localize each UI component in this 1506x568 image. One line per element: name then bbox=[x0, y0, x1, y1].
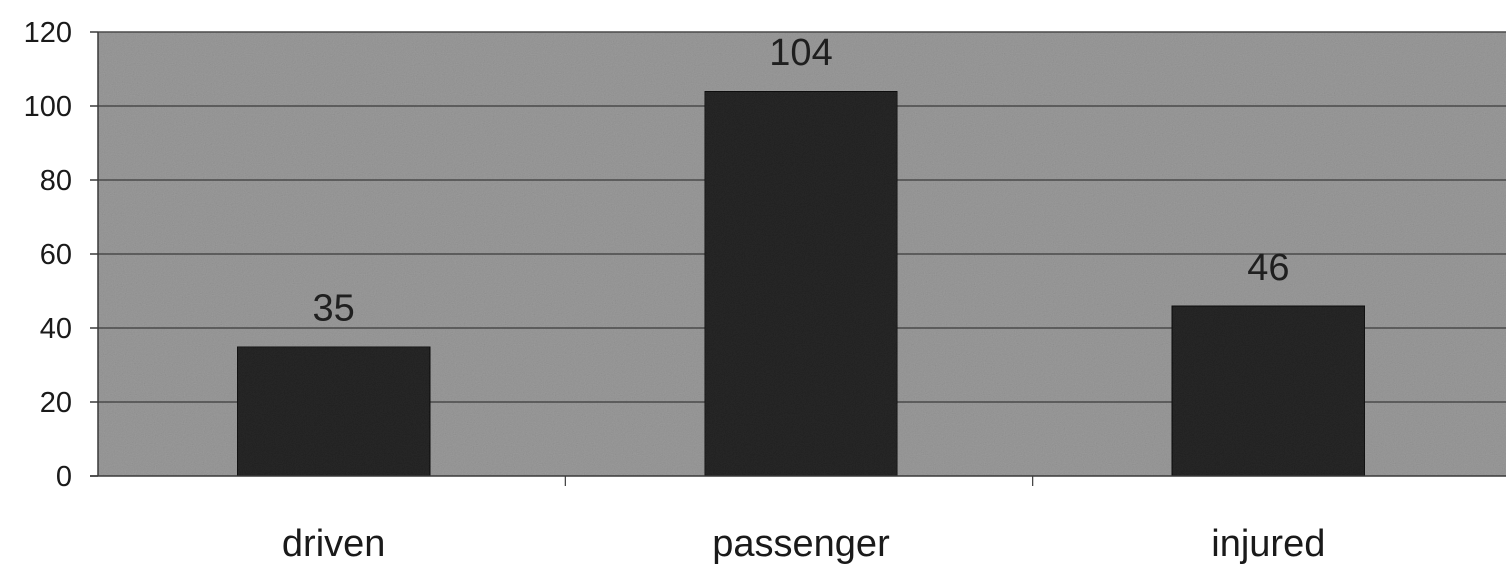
data-label-passenger: 104 bbox=[769, 32, 832, 74]
data-label-driven: 35 bbox=[313, 288, 355, 330]
y-tick-label-60: 60 bbox=[40, 239, 72, 271]
category-label-injured: injured bbox=[1211, 523, 1325, 565]
y-tick-label-120: 120 bbox=[24, 17, 72, 49]
y-tick-label-100: 100 bbox=[24, 91, 72, 123]
data-label-injured: 46 bbox=[1247, 247, 1289, 289]
labels: 0 20 40 60 80 100 120 35 driven 104 passenger 46 inj… bbox=[24, 17, 1326, 565]
axes bbox=[90, 31, 1506, 486]
bar-passenger bbox=[703, 90, 899, 477]
y-tick-label-0: 0 bbox=[56, 461, 72, 493]
category-label-passenger: passenger bbox=[712, 523, 890, 565]
y-tick-label-80: 80 bbox=[40, 165, 72, 197]
y-tick-label-20: 20 bbox=[40, 387, 72, 419]
bar-injured bbox=[1171, 305, 1366, 477]
y-tick-label-40: 40 bbox=[40, 313, 72, 345]
bars bbox=[236, 90, 1366, 477]
bar-driven bbox=[236, 345, 431, 477]
category-label-driven: driven bbox=[282, 523, 386, 565]
